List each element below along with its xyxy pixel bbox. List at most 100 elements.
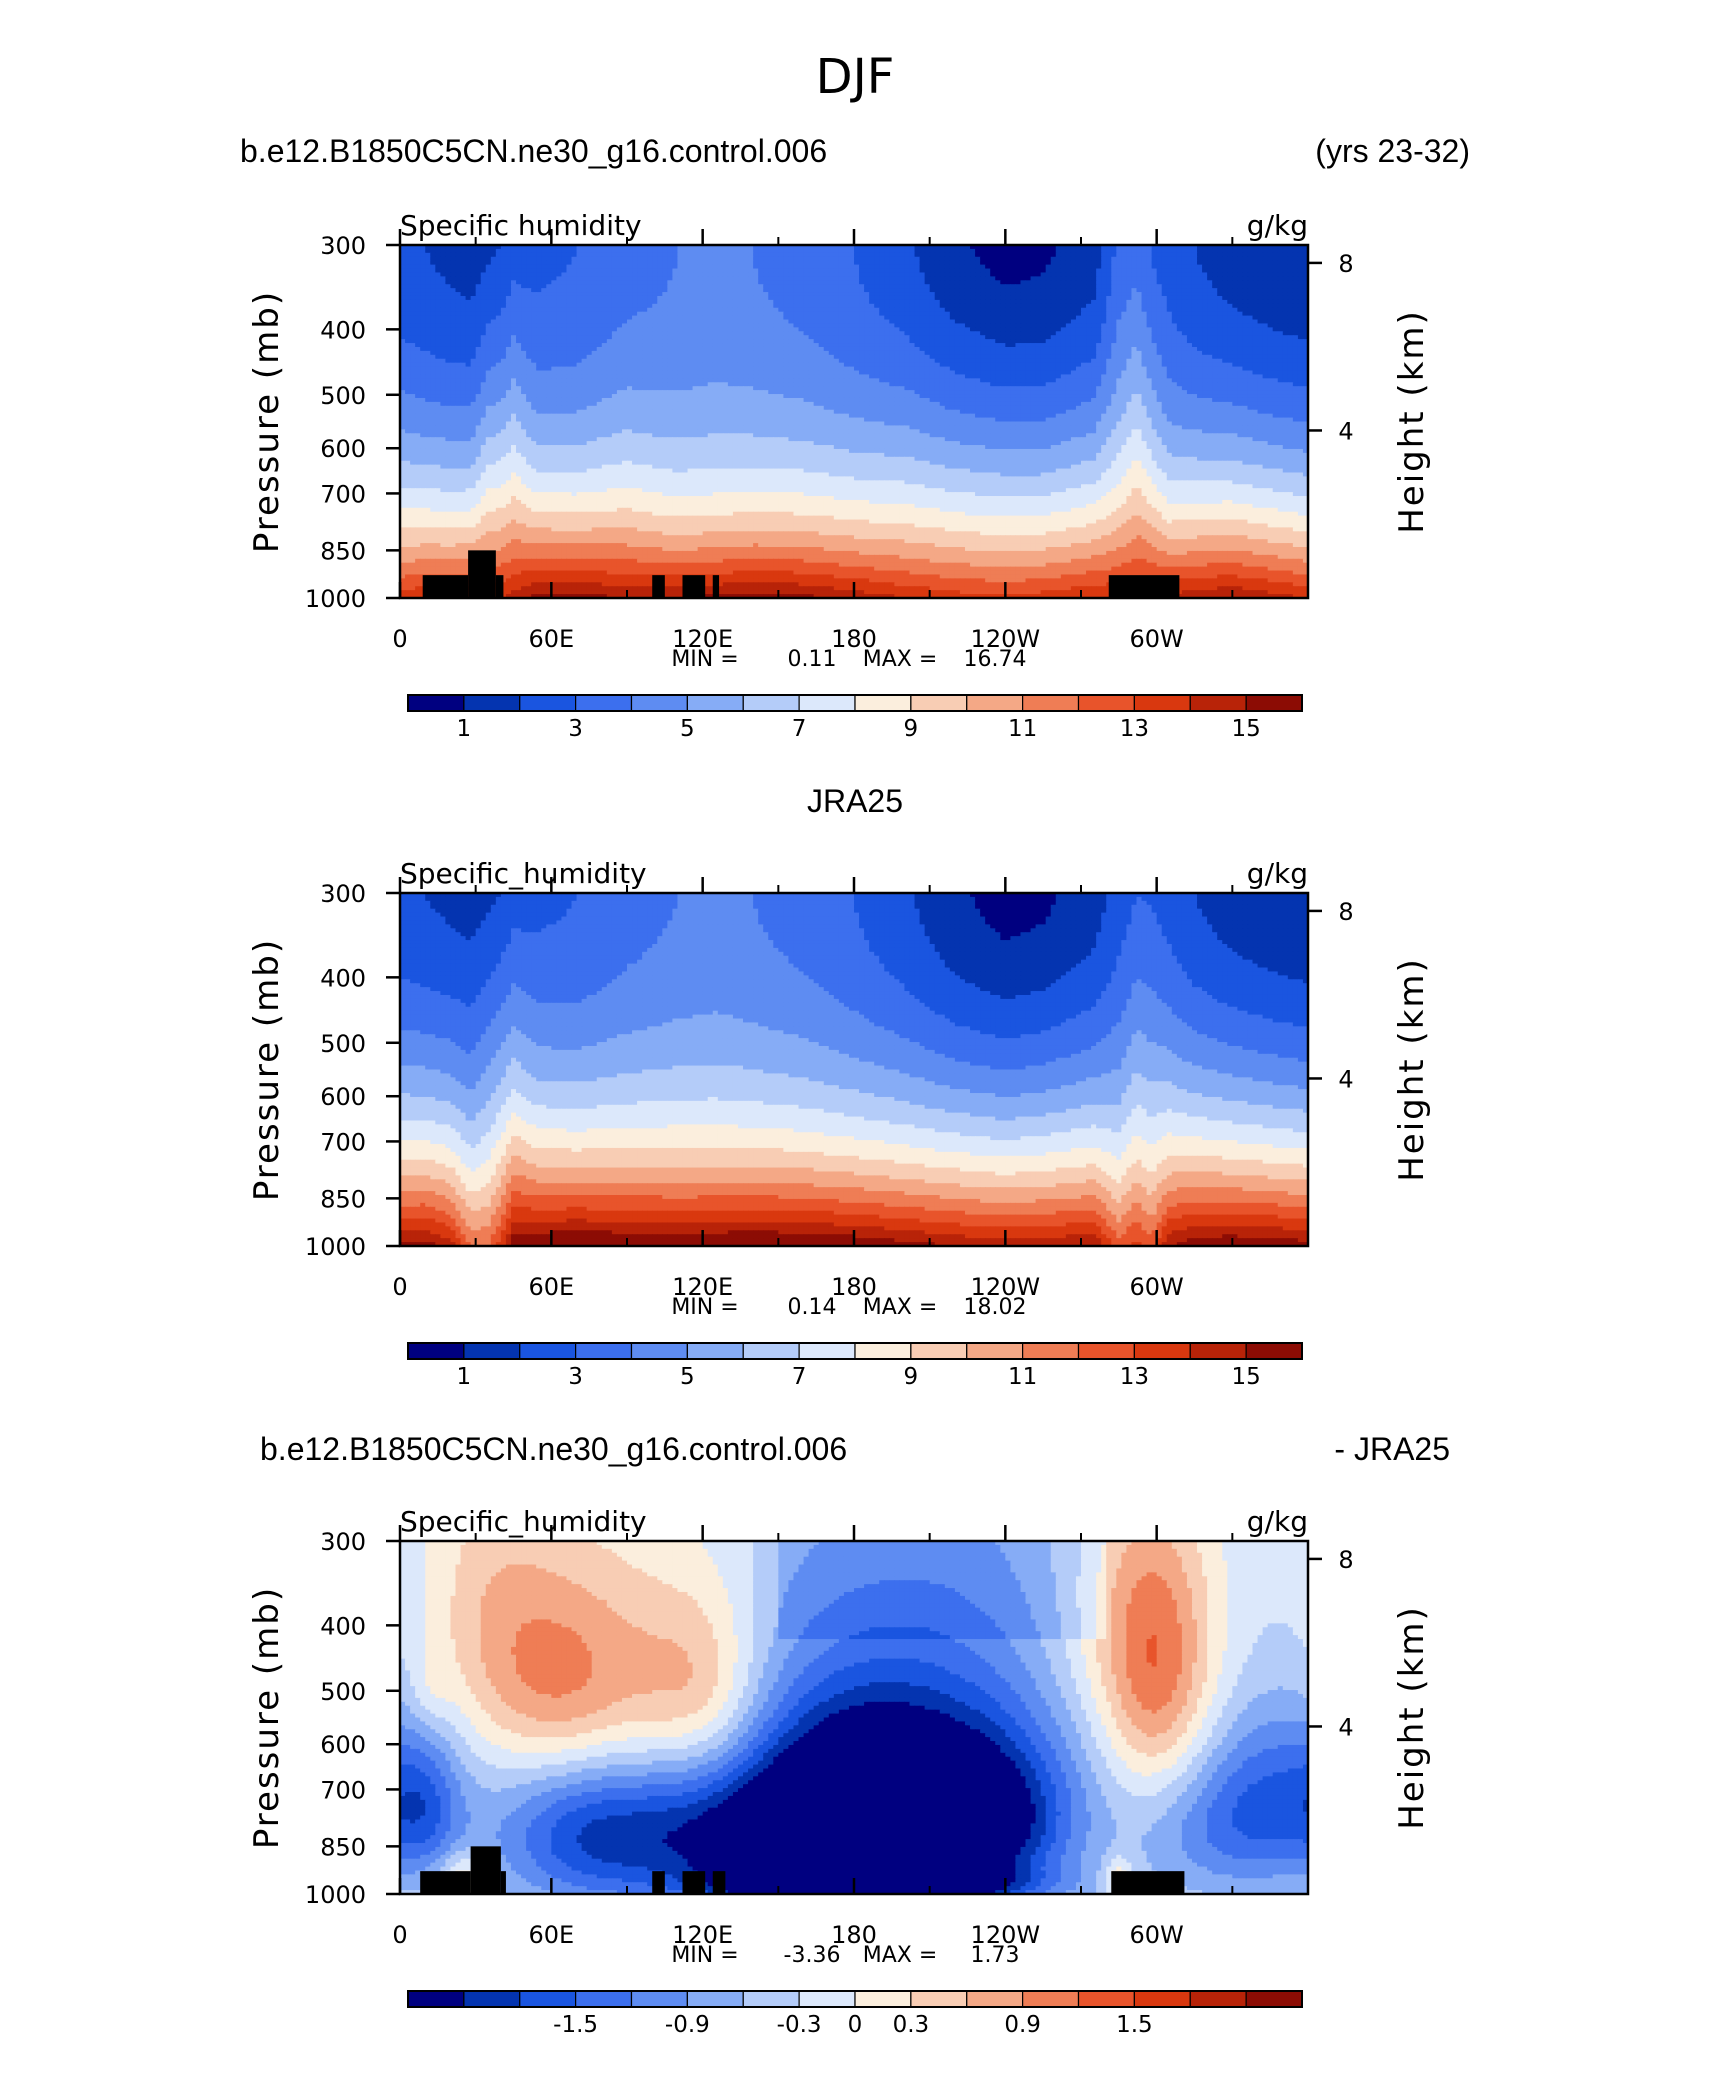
field-cell: [980, 269, 986, 274]
field-cell: [824, 261, 830, 266]
field-cell: [1217, 269, 1223, 274]
field-cell: [1258, 276, 1264, 281]
field-cell: [1005, 304, 1011, 309]
field-cell: [677, 296, 683, 301]
field-cell: [672, 272, 678, 277]
field-cell: [834, 304, 840, 309]
field-cell: [566, 284, 572, 289]
field-cell: [405, 280, 411, 285]
field-cell: [804, 253, 810, 258]
field-cell: [995, 292, 1001, 297]
field-cell: [904, 280, 910, 285]
field-cell: [561, 288, 567, 293]
field-cell: [975, 272, 981, 277]
field-cell: [592, 292, 598, 297]
field-cell: [960, 249, 966, 254]
field-cell: [1268, 269, 1274, 274]
field-cell: [506, 257, 512, 262]
field-cell: [945, 272, 951, 277]
field-cell: [854, 292, 860, 297]
field-cell: [526, 308, 532, 313]
field-cell: [844, 253, 850, 258]
field-cell: [793, 253, 799, 258]
field-cell: [476, 265, 482, 270]
field-cell: [617, 304, 623, 309]
field-cell: [577, 249, 583, 254]
field-cell: [718, 280, 724, 285]
field-cell: [541, 276, 547, 281]
field-cell: [975, 253, 981, 258]
field-cell: [1051, 308, 1057, 313]
field-cell: [1177, 269, 1183, 274]
field-cell: [763, 280, 769, 285]
field-cell: [405, 269, 411, 274]
field-cell: [511, 272, 517, 277]
field-cell: [1111, 280, 1117, 285]
field-cell: [1268, 272, 1274, 277]
field-cell: [587, 308, 593, 313]
field-cell: [1177, 249, 1183, 254]
field-cell: [1121, 276, 1127, 281]
field-cell: [748, 249, 754, 254]
field-cell: [496, 308, 502, 313]
field-cell: [526, 265, 532, 270]
field-cell: [682, 276, 688, 281]
field-cell: [899, 288, 905, 293]
field-cell: [682, 272, 688, 277]
field-cell: [476, 257, 482, 262]
field-cell: [1101, 257, 1107, 262]
field-cell: [915, 280, 921, 285]
field-cell: [1237, 296, 1243, 301]
field-cell: [1187, 269, 1193, 274]
field-cell: [546, 292, 552, 297]
field-cell: [612, 296, 618, 301]
field-cell: [1147, 284, 1153, 289]
field-cell: [995, 265, 1001, 270]
field-cell: [743, 308, 749, 313]
field-cell: [990, 265, 996, 270]
field-cell: [1061, 292, 1067, 297]
field-cell: [708, 253, 714, 258]
field-cell: [435, 276, 441, 281]
field-cell: [889, 292, 895, 297]
field-cell: [607, 292, 613, 297]
field-cell: [1293, 284, 1299, 289]
field-cell: [1197, 257, 1203, 262]
field-cell: [930, 296, 936, 301]
field-cell: [1046, 292, 1052, 297]
field-cell: [1066, 300, 1072, 305]
field-cell: [551, 269, 557, 274]
field-cell: [733, 265, 739, 270]
field-cell: [425, 284, 431, 289]
field-cell: [1076, 272, 1082, 277]
field-cell: [1136, 261, 1142, 266]
field-cell: [1268, 257, 1274, 262]
field-cell: [476, 284, 482, 289]
field-cell: [990, 284, 996, 289]
field-cell: [1293, 280, 1299, 285]
field-cell: [1091, 265, 1097, 270]
field-cell: [1247, 304, 1253, 309]
field-cell: [854, 284, 860, 289]
field-cell: [950, 304, 956, 309]
field-cell: [501, 308, 507, 313]
field-cell: [1091, 280, 1097, 285]
field-cell: [1232, 276, 1238, 281]
field-cell: [1192, 257, 1198, 262]
field-cell: [859, 292, 865, 297]
field-cell: [839, 253, 845, 258]
field-cell: [1136, 269, 1142, 274]
field-cell: [617, 265, 623, 270]
field-cell: [1020, 308, 1026, 313]
field-cell: [804, 292, 810, 297]
field-cell: [1026, 288, 1032, 293]
field-cell: [1096, 253, 1102, 258]
field-cell: [1061, 280, 1067, 285]
field-cell: [1288, 249, 1294, 254]
field-cell: [1172, 288, 1178, 293]
field-cell: [516, 249, 522, 254]
field-cell: [1111, 284, 1117, 289]
field-cell: [1222, 257, 1228, 262]
field-cell: [990, 288, 996, 293]
field-cell: [874, 265, 880, 270]
